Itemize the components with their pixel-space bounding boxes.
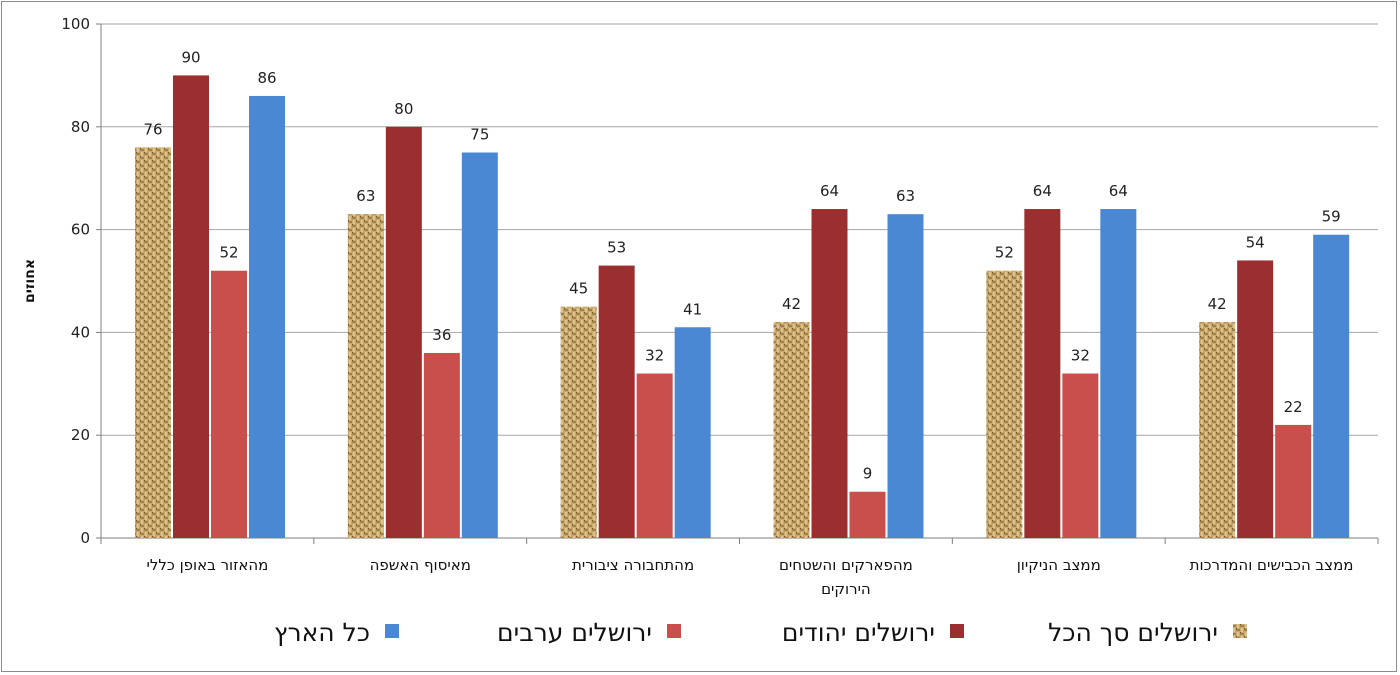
data-label: 90 [181, 48, 200, 66]
y-tick-label: 60 [71, 221, 90, 239]
bar [249, 95, 285, 539]
legend-swatch [1233, 624, 1247, 638]
legend-label: כל הארץ [274, 618, 370, 647]
bars [135, 75, 1350, 539]
category-label: מאיסוף האשפה [370, 556, 471, 574]
data-label: 9 [863, 465, 873, 483]
data-label: 64 [1109, 182, 1128, 200]
data-label: 53 [607, 239, 626, 257]
legend: ירושלים סך הכל ירושלים יהודים ירושלים ערבי… [274, 618, 1247, 647]
data-label: 75 [470, 126, 489, 144]
bar [598, 265, 635, 538]
legend-swatch [950, 624, 964, 638]
bar [636, 373, 673, 538]
data-label: 63 [896, 187, 915, 205]
axes: 0 20 40 60 80 100 [61, 15, 1379, 547]
data-label: 45 [569, 280, 588, 298]
bar [773, 322, 810, 538]
bar [1275, 424, 1312, 538]
bar [423, 352, 460, 538]
y-tick-label: 100 [61, 15, 90, 33]
bar [1237, 260, 1274, 538]
bar [1100, 209, 1137, 539]
data-labels: 76 63 45 42 52 42 90 80 53 64 64 54 52 36 32 9 32 22 86 75 4… [143, 48, 1340, 482]
bar [887, 214, 924, 538]
data-label: 52 [995, 244, 1014, 262]
category-label: מהאזור באופן כללי [146, 556, 268, 574]
bar [211, 270, 247, 538]
category-label: הירוקים [821, 580, 871, 598]
data-label: 80 [394, 100, 413, 118]
data-label: 42 [1208, 295, 1227, 313]
bar [986, 270, 1023, 538]
y-tick-label: 40 [71, 323, 90, 341]
data-label: 63 [356, 187, 375, 205]
data-label: 86 [257, 69, 276, 87]
data-label: 41 [683, 300, 702, 318]
bar [811, 209, 848, 539]
bar [1024, 209, 1061, 539]
bar [560, 306, 597, 538]
legend-label: ירושלים ערבים [497, 618, 652, 647]
legend-swatch [385, 624, 399, 638]
bar [674, 327, 711, 538]
bar [173, 75, 209, 539]
data-label: 32 [1071, 347, 1090, 365]
y-tick-label: 20 [71, 426, 90, 444]
category-label: מהפארקים והשטחים [779, 556, 913, 574]
data-label: 22 [1284, 398, 1303, 416]
bar [1313, 234, 1350, 539]
bar [1062, 373, 1099, 538]
bar [347, 214, 384, 538]
legend-label: ירושלים יהודים [782, 618, 935, 647]
data-label: 54 [1246, 233, 1265, 251]
data-label: 59 [1322, 208, 1341, 226]
bar [385, 126, 422, 539]
bar [461, 152, 498, 538]
bar [135, 147, 171, 539]
category-label: ממצב הניקיון [1017, 556, 1101, 574]
data-label: 32 [645, 347, 664, 365]
category-label: מהתחבורה ציבורית [572, 556, 694, 574]
gridlines [101, 23, 1378, 436]
data-label: 36 [432, 326, 451, 344]
data-label: 64 [820, 182, 839, 200]
data-label: 42 [782, 295, 801, 313]
category-labels: מהאזור באופן כללי מאיסוף האשפה מהתחבורה צי… [146, 556, 1353, 598]
data-label: 52 [219, 244, 238, 262]
bar [849, 491, 886, 538]
category-label: ממצב הכבישים והמדרכות [1190, 556, 1354, 574]
data-label: 76 [143, 120, 162, 138]
y-axis-label: אחוזים [22, 259, 38, 303]
legend-swatch [667, 624, 681, 638]
bar [1199, 322, 1236, 538]
y-tick-label: 0 [80, 529, 90, 547]
y-tick-label: 80 [71, 118, 90, 136]
data-label: 64 [1033, 182, 1052, 200]
legend-label: ירושלים סך הכל [1048, 618, 1218, 647]
